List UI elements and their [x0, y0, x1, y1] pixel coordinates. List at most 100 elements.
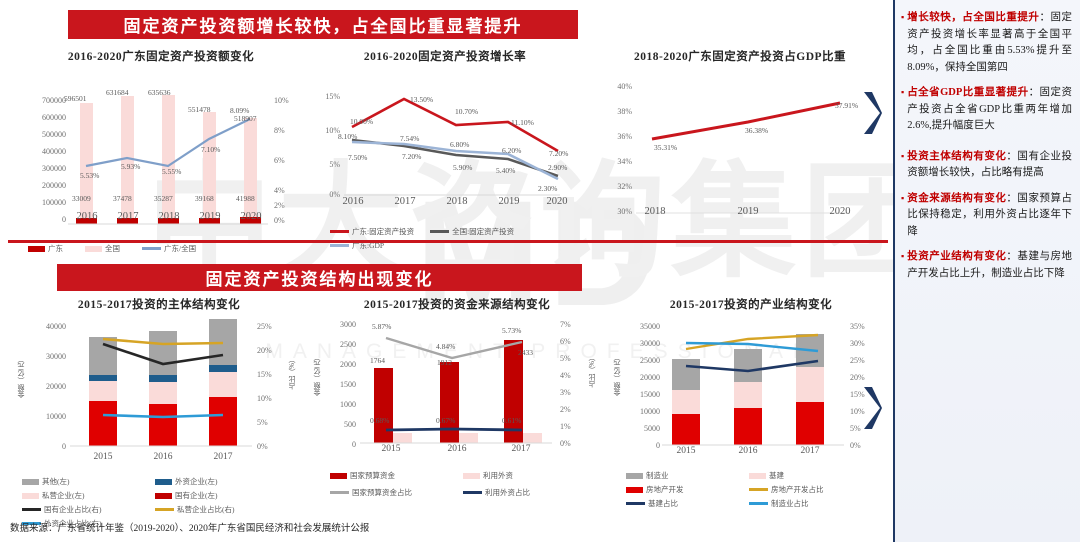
chart4-y2tick: 10%: [257, 394, 272, 403]
bar-infrastructure: [734, 382, 762, 408]
insight-item: ▪ 占全省GDP比重显著提升：固定资产投资占全省GDP比重两年增加2.6%,提升…: [901, 85, 1072, 135]
chart2-xtick: 2019: [498, 196, 520, 207]
chart1-ytick: 200000: [42, 181, 66, 190]
legend-label: 广东/全国: [164, 244, 197, 253]
chart1-y2tick: 0%: [274, 216, 285, 225]
chart1-datalabel: 35287: [154, 194, 173, 203]
legend-swatch-icon: [463, 472, 480, 479]
chart1-ytick: 500000: [42, 130, 66, 139]
legend-label: 广东: [48, 244, 63, 253]
chart3-datalabel: 35.31%: [654, 143, 678, 152]
chart5-xtick: 2016: [447, 444, 467, 454]
chart6-ytick: 20000: [640, 373, 660, 382]
chart4-line-svg: [70, 337, 252, 447]
legend-label: 外资企业(左): [175, 477, 218, 486]
insights-list: ▪ 增长较快，占全国比重提升：固定资产投资增长率显著高于全国平均，占全国比重由5…: [895, 0, 1080, 282]
chart3-ytick: 38%: [617, 107, 632, 116]
legend-swatch-icon: [22, 508, 41, 511]
chart3-xaxis: 2018 2019 2020: [600, 206, 880, 224]
chart5-legend: 国家预算资金 利用外资 国家预算资金占比 利用外资占比: [330, 470, 620, 498]
bar-state-owned: [209, 397, 237, 446]
chart5-datalabel: 4.84%: [436, 342, 456, 351]
bar-budget-fund: [440, 362, 459, 443]
chart2-datalabel: 13.50%: [410, 95, 434, 104]
chart-industry-structure: 2015-2017投资的产业结构变化 金额（亿元） 35000 30000 25…: [612, 296, 890, 508]
chart4-xtick: 2015: [93, 452, 113, 462]
legend-swatch-icon: [626, 502, 645, 505]
chart2-legend: 广东:固定资产投资 全国:固定资产投资 广东:GDP: [330, 226, 600, 251]
legend-item: 基建: [749, 470, 784, 481]
chart1-line-svg: [68, 118, 268, 225]
bullet-icon: ▪: [901, 12, 905, 22]
chart6-xtick: 2015: [676, 446, 696, 456]
chart5-line-svg: [360, 336, 552, 444]
chart1-ytick: 100000: [42, 198, 66, 207]
legend-swatch-icon: [330, 472, 347, 479]
chart3-title: 2018-2020广东固定资产投资占GDP比重: [633, 51, 847, 63]
bullet-icon: ▪: [901, 150, 905, 161]
chart2-datalabel: 7.54%: [400, 134, 420, 143]
chart6-ytick: 15000: [640, 390, 660, 399]
legend-label: 基建占比: [648, 499, 678, 508]
chart1-plot: 700000 600000 500000 400000 300000 20000…: [22, 66, 300, 225]
legend-item: 房地产开发占比: [749, 484, 824, 495]
bar-private: [149, 382, 177, 404]
bar-national: [121, 96, 134, 224]
insight-body: 资金来源结构有变化：国家预算占比保持稳定，利用外资占比逐年下降: [907, 191, 1072, 241]
chart-investment-amount: 2016-2020广东固定资产投资额变化 700000 600000 50000…: [22, 48, 300, 253]
chart5-y2tick: 3%: [560, 388, 571, 397]
chart4-y2tick: 15%: [257, 370, 272, 379]
bar-guangdong: [199, 218, 220, 224]
legend-item: 其他(左): [22, 476, 152, 487]
chart2-datalabel: 6.20%: [502, 146, 522, 155]
chart-investment-growth-rate: 2016-2020固定资产投资增长率 15% 10% 5% 0% 10.00% …: [310, 48, 580, 250]
bar-infrastructure: [796, 367, 824, 402]
chart3-ytick: 34%: [617, 157, 632, 166]
bar-private: [89, 381, 117, 401]
chart6-ytick: 35000: [640, 322, 660, 331]
chart3-ytick: 40%: [617, 82, 632, 91]
chart1-xtick: 2018: [158, 211, 180, 222]
insight-text: ：固定资产投资占全省GDP比重两年增加2.6%,提升幅度巨大: [907, 87, 1072, 131]
bar-real-estate: [796, 402, 824, 445]
insight-item: ▪ 增长较快，占全国比重提升：固定资产投资增长率显著高于全国平均，占全国比重由5…: [901, 10, 1072, 76]
legend-label: 外资企业占比(右): [44, 519, 102, 528]
chart2-datalabel: 6.80%: [450, 140, 470, 149]
insight-body: 投资主体结构有变化：国有企业投资额增长较快，占比略有提高: [907, 149, 1072, 182]
chart1-ytick: 300000: [42, 164, 66, 173]
legend-item: 制造业: [626, 470, 746, 481]
chart5-datalabel: 5.73%: [502, 326, 522, 335]
chart1-datalabel: 39168: [195, 194, 214, 203]
source-note: 数据来源：广东省统计年鉴（2019-2020）、2020年广东省国民经济和社会发…: [10, 524, 370, 534]
insight-item: ▪ 资金来源结构有变化：国家预算占比保持稳定，利用外资占比逐年下降: [901, 191, 1072, 241]
legend-swatch-icon: [749, 472, 766, 479]
legend-item: 广东/全国: [142, 243, 196, 254]
bar-real-estate: [734, 408, 762, 445]
chart5-ytick: 2000: [340, 360, 356, 369]
chart1-xtick: 2016: [76, 211, 98, 222]
chart2-xtick: 2016: [342, 196, 364, 207]
legend-swatch-icon: [463, 491, 482, 494]
legend-swatch-icon: [28, 245, 45, 252]
chart1-datalabel: 518907: [234, 114, 257, 123]
bullet-icon: ▪: [901, 192, 905, 203]
chart5-ytick: 3000: [340, 320, 356, 329]
legend-label: 利用外资占比: [485, 488, 530, 497]
chart2-datalabel: 7.20%: [549, 149, 569, 158]
chart3-ytick: 30%: [617, 207, 632, 216]
chart6-xtick: 2016: [738, 446, 758, 456]
legend-item: 国有企业占比(右): [22, 504, 152, 515]
chart5-plot: 金额（亿元） 占比（%） 3000 2500 2000 1500 1000 50…: [312, 314, 602, 449]
legend-label: 全国: [105, 244, 120, 253]
chart6-title: 2015-2017投资的产业结构变化: [669, 299, 833, 311]
chevron-right-icon-top: [864, 92, 882, 134]
chart6-xtick: 2017: [800, 446, 820, 456]
chart1-y2tick: 8%: [274, 126, 285, 135]
section-banner-bottom: 固定资产投资结构出现变化: [57, 264, 582, 291]
chart1-datalabel: 635636: [148, 88, 171, 97]
legend-swatch-icon: [155, 478, 172, 485]
chart2-datalabel: 2.90%: [548, 163, 568, 172]
chart1-datalabel: 8.09%: [230, 106, 250, 115]
chart5-ytick: 2500: [340, 340, 356, 349]
